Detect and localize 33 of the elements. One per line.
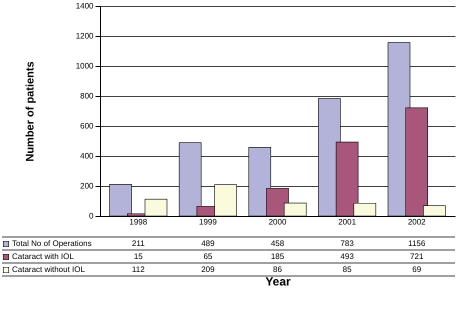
data-label: 86 <box>273 265 282 274</box>
x-tick-label: 2001 <box>338 218 357 226</box>
y-tick-label: 1000 <box>76 62 94 70</box>
data-label: 209 <box>201 265 216 274</box>
data-label: 85 <box>342 265 352 274</box>
y-tick-label: 1400 <box>76 2 94 10</box>
x-tick-label: 1998 <box>129 218 148 226</box>
data-label: 211 <box>132 239 146 248</box>
data-label: 15 <box>134 252 144 261</box>
y-tick-label: 800 <box>80 92 94 100</box>
data-label: 721 <box>410 252 424 261</box>
y-tick-label: 0 <box>89 212 94 220</box>
data-label: 458 <box>270 239 285 248</box>
data-label: 493 <box>340 252 354 261</box>
data-label: 185 <box>270 252 285 261</box>
data-label: 65 <box>203 252 213 261</box>
y-tick-label: 600 <box>80 122 94 130</box>
y-axis-title: Number of patients <box>24 61 37 162</box>
data-label: 489 <box>201 239 216 248</box>
data-label: 112 <box>132 265 146 274</box>
data-label: 69 <box>412 265 422 274</box>
y-tick-label: 1200 <box>76 32 94 40</box>
legend-label: Cataract with IOL <box>12 252 74 261</box>
y-tick-label: 400 <box>80 152 94 160</box>
x-axis-title: Year <box>265 274 292 288</box>
data-label: 1156 <box>408 239 426 248</box>
x-tick-label: 2002 <box>408 218 426 226</box>
legend-label: Total No of Operations <box>12 239 92 248</box>
y-tick-label: 200 <box>80 182 94 190</box>
x-tick-label: 2000 <box>268 218 287 226</box>
legend-label: Cataract without IOL <box>12 265 86 274</box>
x-tick-label: 1999 <box>198 218 218 226</box>
data-label: 783 <box>340 239 354 248</box>
